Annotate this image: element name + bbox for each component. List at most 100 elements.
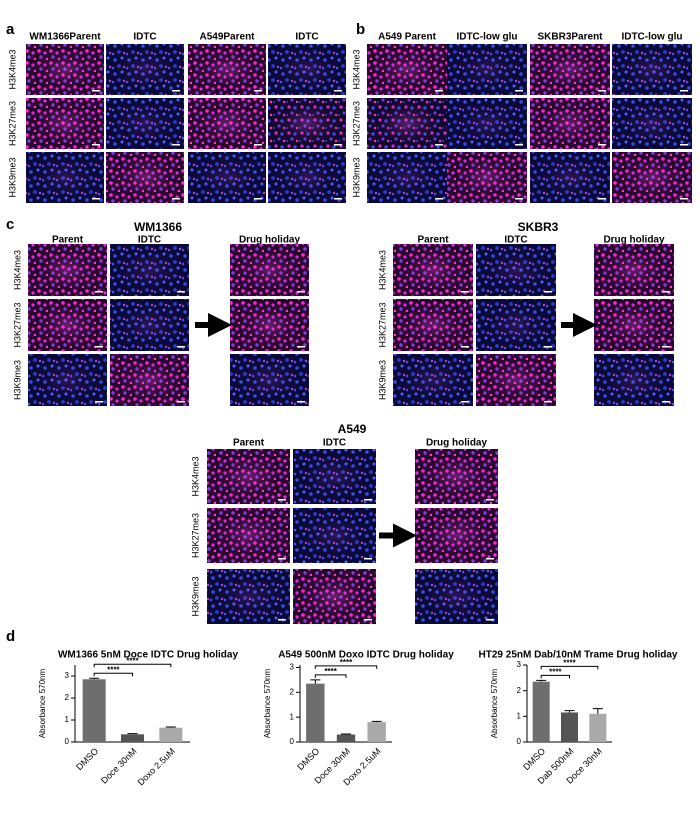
significance-label: ****: [340, 658, 353, 667]
scale-bar: [680, 144, 688, 146]
column-header: SKBR3Parent: [537, 32, 603, 43]
bar: [306, 683, 325, 742]
scale-bar: [515, 144, 523, 146]
scale-bar: [254, 144, 262, 146]
micrograph-glow: [293, 508, 376, 563]
y-tick-label: 1: [517, 711, 522, 720]
scale-bar: [92, 144, 100, 146]
micrograph-glow: [26, 98, 104, 149]
bar: [367, 722, 386, 742]
bar: [336, 734, 356, 742]
micrograph-glow: [268, 98, 346, 149]
column-header: A549Parent: [199, 32, 255, 43]
scale-bar: [364, 499, 372, 501]
micrograph-glow: [110, 354, 189, 406]
micrograph-glow: [230, 299, 309, 351]
micrograph-glow: [415, 449, 498, 504]
column-header: IDTC: [504, 235, 527, 246]
micrograph-glow: [447, 152, 527, 203]
column-header: Drug holiday: [603, 235, 665, 246]
bar: [532, 681, 550, 742]
x-tick-label: Doxo 2.5uM: [136, 746, 177, 787]
scale-bar: [177, 291, 185, 293]
micrograph-glow: [230, 244, 309, 296]
row-label: H3K27me3: [7, 101, 17, 146]
column-header: Parent: [417, 235, 449, 246]
scale-bar: [680, 90, 688, 92]
scale-bar: [486, 619, 494, 621]
scale-bar: [92, 198, 100, 200]
error-bar: [89, 677, 100, 680]
error-bar: [371, 720, 382, 723]
micrograph-glow: [367, 98, 447, 149]
y-tick-label: 0: [290, 737, 295, 746]
micrograph-glow: [447, 98, 527, 149]
micrograph-glow: [530, 98, 610, 149]
scale-bar: [297, 346, 305, 348]
micrograph-glow: [293, 569, 376, 624]
y-tick-label: 3: [290, 663, 295, 672]
scale-bar: [177, 346, 185, 348]
row-label: H3K27me3: [377, 302, 387, 347]
y-tick-label: 2: [290, 687, 295, 696]
row-label: H3K9me3: [7, 157, 17, 197]
scale-bar: [95, 291, 103, 293]
micrograph-glow: [393, 299, 473, 351]
scale-bar: [95, 401, 103, 403]
micrograph-glow: [530, 152, 610, 203]
scale-bar: [95, 346, 103, 348]
column-header: Drug holiday: [426, 438, 488, 449]
scale-bar: [334, 198, 342, 200]
scale-bar: [92, 90, 100, 92]
micrograph-glow: [26, 152, 104, 203]
panel-label: d: [6, 628, 15, 645]
scale-bar: [680, 198, 688, 200]
micrograph-glow: [28, 354, 107, 406]
x-tick-label: DMSO: [74, 746, 100, 772]
scale-bar: [662, 291, 670, 293]
scale-bar: [486, 499, 494, 501]
scale-bar: [254, 198, 262, 200]
panel-label: b: [356, 21, 365, 38]
x-tick-label: DMSO: [521, 746, 547, 772]
column-header: Parent: [233, 438, 265, 449]
micrograph-glow: [293, 449, 376, 504]
bar: [159, 727, 183, 742]
scale-bar: [297, 291, 305, 293]
micrograph-glow: [476, 299, 556, 351]
micrograph-glow: [393, 354, 473, 406]
micrograph-glow: [207, 569, 290, 624]
row-label: H3K4me3: [351, 49, 361, 89]
micrograph-glow: [28, 299, 107, 351]
micrograph-glow: [476, 354, 556, 406]
scale-bar: [515, 198, 523, 200]
micrograph-glow: [207, 508, 290, 563]
column-header: IDTC: [138, 235, 161, 246]
y-tick-label: 2: [517, 686, 522, 695]
significance-label: ****: [324, 667, 337, 676]
column-header: Parent: [52, 235, 84, 246]
bar: [561, 712, 578, 742]
row-label: H3K27me3: [12, 302, 22, 347]
significance-bracket: [540, 674, 570, 679]
micrograph-glow: [612, 44, 692, 95]
significance-label: ****: [107, 665, 120, 674]
row-label: H3K27me3: [351, 101, 361, 146]
row-label: H3K9me3: [351, 157, 361, 197]
column-header: WM1366Parent: [29, 32, 101, 43]
chart-title: A549 500nM Doxo IDTC Drug holiday: [278, 650, 454, 661]
micrograph-glow: [207, 449, 290, 504]
micrograph-glow: [106, 98, 184, 149]
significance-bracket: [93, 672, 133, 677]
micrograph-glow: [28, 244, 107, 296]
scale-bar: [278, 619, 286, 621]
micrograph-glow: [188, 44, 266, 95]
row-label: H3K9me3: [190, 576, 200, 616]
significance-bracket: [314, 665, 378, 669]
scale-bar: [662, 401, 670, 403]
chart-title: HT29 25nM Dab/10nM Trame Drug holiday: [479, 650, 678, 661]
group-title: WM1366: [134, 220, 182, 234]
micrograph-glow: [476, 244, 556, 296]
micrograph-glow: [26, 44, 104, 95]
error-bar: [536, 679, 547, 682]
